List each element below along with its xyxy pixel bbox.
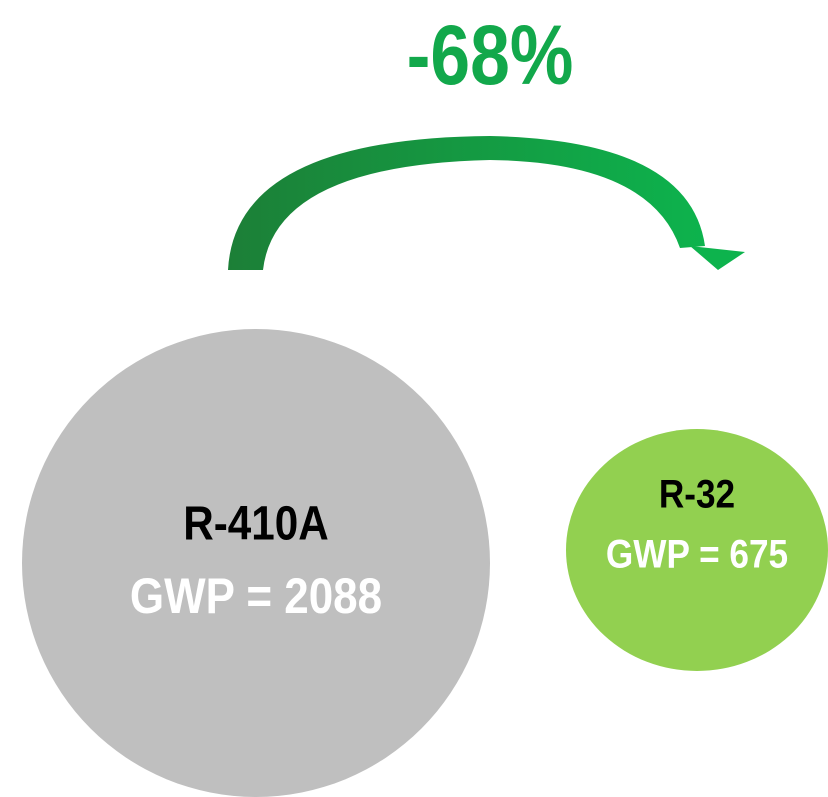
- node-label: R-32: [659, 471, 735, 516]
- node-value: GWP = 675: [606, 531, 788, 576]
- node-label: R-410A: [183, 496, 329, 550]
- node-circle: [22, 329, 490, 797]
- arrow-band: [228, 136, 705, 270]
- arrow-head: [690, 246, 745, 270]
- node-circle: [566, 429, 828, 671]
- headline: -68%: [407, 8, 574, 103]
- node-value: GWP = 2088: [130, 568, 382, 624]
